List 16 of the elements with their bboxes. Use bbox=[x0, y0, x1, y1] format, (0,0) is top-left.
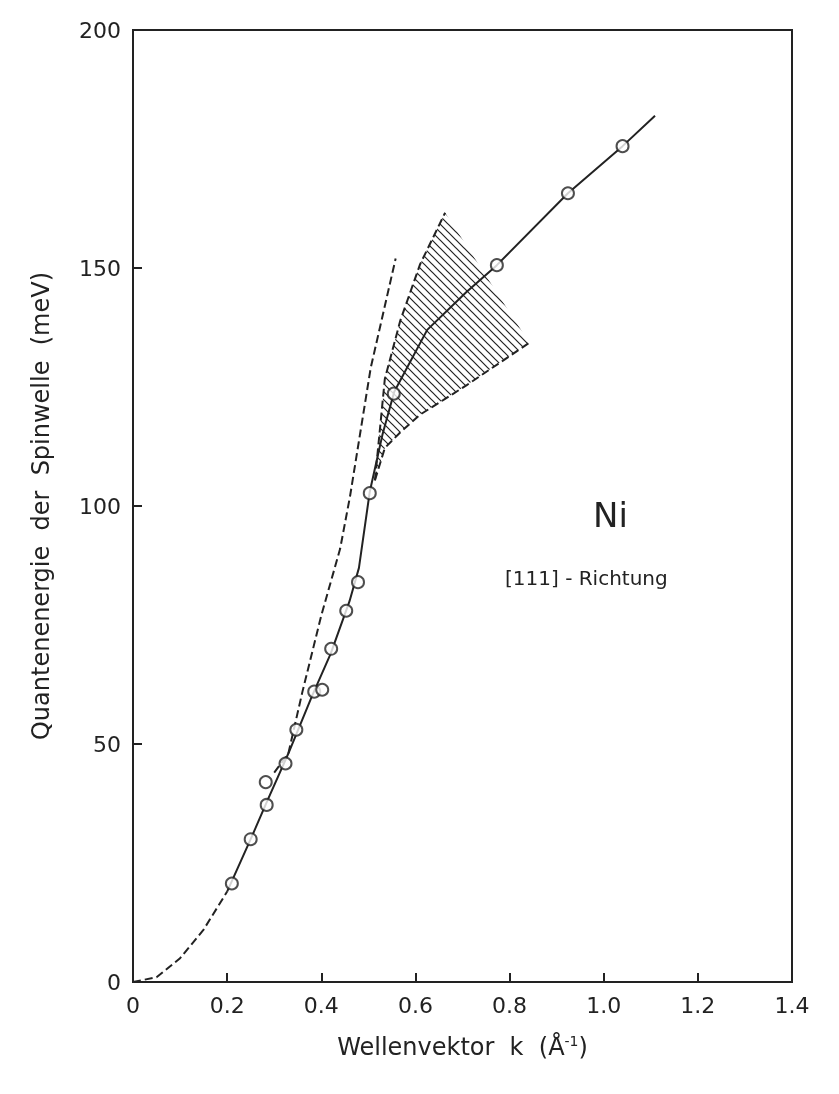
x-tick-label: 0.4 bbox=[303, 992, 339, 1018]
x-tick-label: 1.4 bbox=[774, 992, 810, 1018]
x-tick-label: 1.0 bbox=[586, 992, 622, 1018]
x-tick-label: 0.6 bbox=[397, 992, 433, 1018]
y-tick-label: 200 bbox=[79, 17, 121, 43]
x-tick-label: 1.2 bbox=[680, 992, 716, 1018]
x-tick-label: 0 bbox=[126, 992, 140, 1018]
y-tick-label: 100 bbox=[79, 493, 121, 519]
y-tick-label: 0 bbox=[107, 969, 121, 995]
y-tick-label: 150 bbox=[79, 255, 121, 281]
x-tick-label: 0.8 bbox=[492, 992, 528, 1018]
x-tick-label: 0.2 bbox=[209, 992, 245, 1018]
y-tick-label: 50 bbox=[93, 731, 121, 757]
annotation: [111] - Richtung bbox=[505, 566, 668, 590]
y-axis-title: Quantenenergie der Spinwelle (meV) bbox=[27, 271, 55, 741]
annotation: Ni bbox=[592, 495, 628, 535]
